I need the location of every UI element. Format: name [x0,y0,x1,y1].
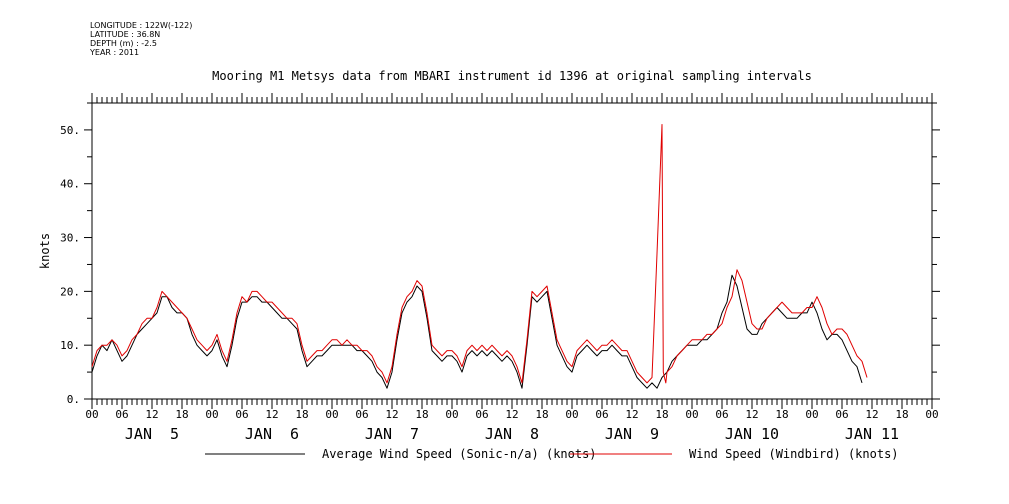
x-tick-label: 18 [655,408,668,421]
longitude-label: LONGITUDE : 122W(-122) [90,21,193,30]
x-tick-label: 12 [865,408,878,421]
legend-label-windbird: Wind Speed (Windbird) (knots) [689,447,899,461]
x-tick-label: 12 [265,408,278,421]
chart-title: Mooring M1 Metsys data from MBARI instru… [212,69,812,83]
x-tick-label: 00 [445,408,458,421]
year-label: YEAR : 2011 [90,48,140,57]
minor-ticks [91,97,933,405]
legend-label-sonic: Average Wind Speed (Sonic-n/a) (knots) [322,447,597,461]
x-tick-label: 06 [115,408,128,421]
station-metadata: LONGITUDE : 122W(-122) LATITUDE : 36.8N … [90,21,192,57]
x-tick-label: 18 [175,408,188,421]
x-tick-label: 18 [295,408,308,421]
x-tick-label: 00 [925,408,938,421]
y-tick-label: 20. [60,285,80,298]
series-line-windbird [91,124,868,384]
x-tick-label: 12 [745,408,758,421]
latitude-label: LATITUDE : 36.8N [90,30,161,39]
x-tick-label: 00 [805,408,818,421]
y-tick-label: 0. [67,393,80,406]
day-label: JAN 7 [365,425,419,443]
y-tick-label: 40. [60,178,80,191]
x-tick-label: 06 [355,408,368,421]
x-tick-label: 12 [385,408,398,421]
x-tick-label: 06 [835,408,848,421]
x-tick-label: 18 [535,408,548,421]
x-tick-label: 00 [325,408,338,421]
x-tick-label: 18 [895,408,908,421]
day-label: JAN 10 [725,425,779,443]
day-label: JAN 6 [245,425,299,443]
day-label: JAN 5 [125,425,179,443]
day-label: JAN 8 [485,425,539,443]
y-tick-label: 30. [60,232,80,245]
y-axis-label: knots [38,233,52,269]
x-tick-label: 06 [475,408,488,421]
series-line-sonic [91,274,863,389]
x-tick-label: 06 [715,408,728,421]
series-layer [91,124,868,389]
x-tick-label: 18 [415,408,428,421]
y-axis: 0. 10. 20. 30. 40. 50. [60,102,940,406]
depth-label: DEPTH (m) : -2.5 [90,39,157,48]
x-tick-label: 12 [505,408,518,421]
day-label: JAN 11 [845,425,899,443]
x-tick-label: 00 [205,408,218,421]
legend: Average Wind Speed (Sonic-n/a) (knots) W… [205,447,899,461]
x-tick-label: 06 [235,408,248,421]
x-tick-label: 18 [775,408,788,421]
y-tick-label: 50. [60,124,80,137]
x-tick-label: 00 [565,408,578,421]
x-axis: 00 06 12 18 00 06 12 18 00 06 12 18 00 06 12 18 00 06 12 18… [85,93,939,443]
y-tick-label: 10. [60,339,80,352]
x-tick-label: 06 [595,408,608,421]
plot-frame [91,102,933,400]
day-label: JAN 9 [605,425,659,443]
x-tick-label: 00 [85,408,98,421]
x-tick-label: 12 [625,408,638,421]
x-tick-label: 12 [145,408,158,421]
x-tick-label: 00 [685,408,698,421]
